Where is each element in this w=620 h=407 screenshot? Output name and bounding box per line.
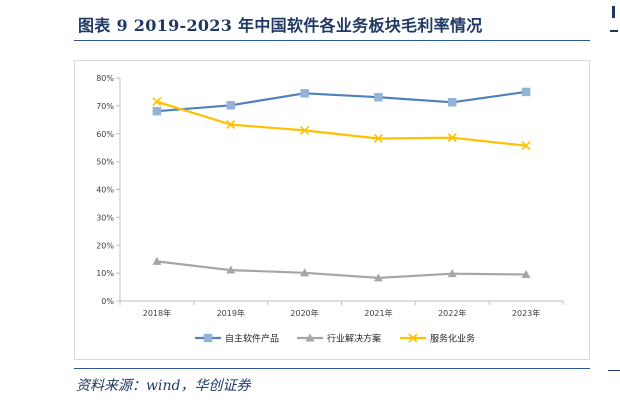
y-tick-label: 10% [96, 269, 114, 278]
x-tick-label: 2021年 [364, 308, 392, 318]
data-point-s3-3 [300, 125, 310, 135]
x-tick-label: 2019年 [217, 308, 245, 318]
data-point-s2-2 [226, 265, 236, 274]
y-tick-label: 20% [96, 241, 114, 250]
x-tick-label: 2023年 [512, 308, 540, 318]
data-point-s3-4 [373, 133, 383, 144]
title-divider [74, 40, 590, 41]
data-point-s1-6 [521, 87, 531, 97]
legend-label-3: 服务化业务 [430, 333, 475, 345]
x-tick-label: 2022年 [438, 308, 466, 318]
data-point-s2-4 [373, 273, 383, 282]
series-line-3 [156, 100, 527, 147]
edge-mark-bottom [608, 370, 620, 371]
data-point-s1-3 [300, 89, 309, 98]
legend-marker-3 [408, 333, 418, 343]
source-divider [74, 368, 590, 369]
data-point-s2-5 [447, 269, 457, 278]
data-point-s2-1 [152, 256, 162, 265]
y-tick-label: 40% [96, 186, 114, 195]
chart-frame: 0% 10% 20% 30% 40% 50% 60% 70% 80% 2018年 2019年 2020… [74, 60, 590, 360]
adjacent-page-edge [606, 0, 620, 407]
data-point-s1-5 [448, 98, 457, 107]
x-tick-label: 2020年 [290, 308, 318, 318]
y-tick-label: 80% [96, 74, 114, 83]
legend-label-2: 行业解决方案 [327, 333, 381, 345]
legend-marker-1 [203, 333, 213, 343]
y-tick-label: 0% [101, 297, 114, 306]
data-point-s2-3 [300, 268, 310, 277]
legend-marker-2 [305, 333, 315, 342]
data-point-s2-6 [521, 270, 531, 279]
edge-mark-rule [610, 30, 618, 32]
y-tick-label: 30% [96, 213, 114, 222]
data-point-s3-6 [521, 141, 531, 151]
series-line-1 [156, 90, 527, 113]
data-point-s1-1 [152, 106, 162, 116]
source-note: 资料来源：wind，华创证券 [76, 378, 251, 394]
series-line-2 [156, 260, 527, 279]
x-tick-label: 2018年 [143, 308, 171, 318]
edge-mark-top [612, 6, 615, 18]
data-point-s3-2 [226, 119, 236, 130]
legend-label-1: 自主软件产品 [225, 333, 279, 345]
data-point-s3-1 [152, 97, 162, 107]
data-point-s1-2 [226, 101, 235, 110]
figure-title: 图表 9 2019-2023 年中国软件各业务板块毛利率情况 [78, 16, 483, 35]
data-point-s3-5 [447, 133, 457, 143]
data-point-s1-4 [374, 92, 383, 102]
y-tick-label: 60% [96, 130, 114, 139]
line-chart: 0% 10% 20% 30% 40% 50% 60% 70% 80% 2018年 2019年 2020… [96, 74, 564, 345]
y-tick-label: 70% [96, 102, 114, 111]
figure-header: 图表 9 2019-2023 年中国软件各业务板块毛利率情况 [74, 4, 590, 44]
y-tick-label: 50% [96, 158, 114, 167]
